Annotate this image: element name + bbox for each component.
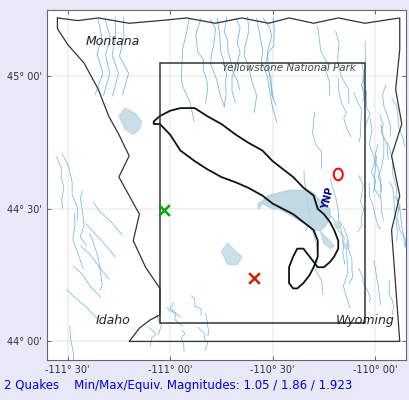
Polygon shape: [334, 222, 341, 228]
Text: 2 Quakes    Min/Max/Equiv. Magnitudes: 1.05 / 1.86 / 1.923: 2 Quakes Min/Max/Equiv. Magnitudes: 1.05…: [4, 380, 351, 392]
Polygon shape: [343, 243, 348, 249]
Text: Wyoming: Wyoming: [335, 314, 393, 327]
Polygon shape: [258, 190, 329, 230]
Polygon shape: [221, 243, 241, 264]
Text: Idaho: Idaho: [95, 314, 130, 327]
Point: [160, 207, 167, 213]
Point: [250, 275, 257, 281]
Polygon shape: [119, 108, 141, 135]
Bar: [160, 63, 364, 323]
Text: Montana: Montana: [85, 35, 139, 48]
Polygon shape: [319, 230, 333, 249]
Text: Yellowstone National Park: Yellowstone National Park: [222, 63, 355, 73]
Text: YNP: YNP: [319, 186, 335, 210]
